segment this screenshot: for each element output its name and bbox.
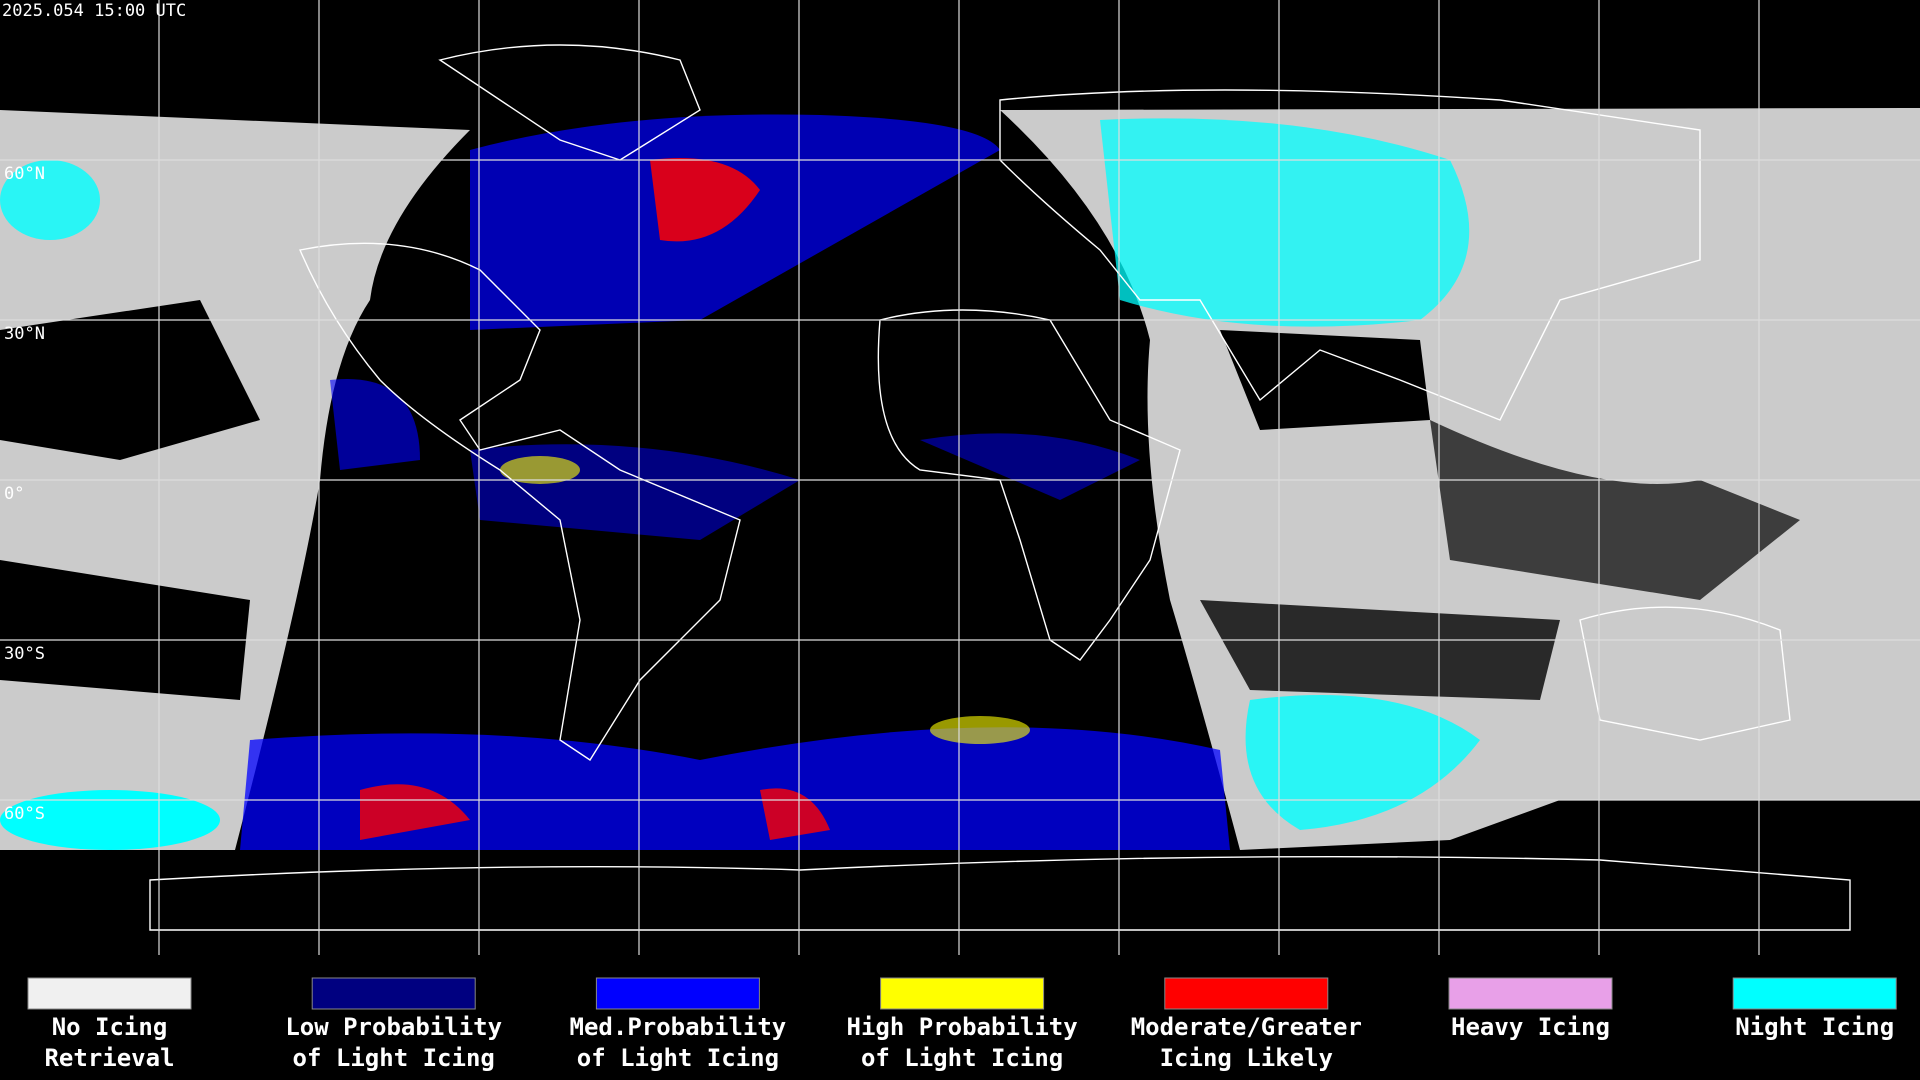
icing-region	[760, 788, 830, 840]
latitude-label: 0°	[4, 484, 24, 504]
legend-label: Moderate/Greater	[1131, 1013, 1362, 1041]
legend-swatch	[880, 977, 1045, 1010]
clear-region	[0, 560, 250, 700]
legend-swatch	[1732, 977, 1897, 1010]
clear-region	[1430, 420, 1800, 600]
satellite-imagery	[0, 108, 1920, 850]
legend-label: of Light Icing	[861, 1044, 1063, 1072]
icing-region	[330, 379, 420, 470]
latitude-label: 30°S	[4, 644, 45, 664]
legend-label: Icing Likely	[1160, 1044, 1333, 1072]
legend-swatch	[595, 977, 760, 1010]
legend-swatch	[1448, 977, 1613, 1010]
legend-swatch	[1164, 977, 1329, 1010]
legend-label: Med.Probability	[570, 1013, 787, 1041]
latitude-labels: 60°N 30°N 0° 30°S 60°S	[4, 164, 45, 824]
latitude-label: 60°S	[4, 804, 45, 824]
timestamp: 2025.054 15:00 UTC	[2, 1, 186, 21]
icing-region	[470, 114, 1000, 330]
legend: No Icing Retrieval Low Probability of Light…	[27, 977, 1897, 1072]
clear-region	[1200, 600, 1560, 700]
legend-label: No Icing	[52, 1013, 168, 1041]
legend-label: Low Probability	[285, 1013, 502, 1041]
clear-region	[1220, 330, 1430, 430]
icing-region	[240, 727, 1230, 850]
clear-region	[0, 300, 260, 460]
graticule	[0, 0, 1920, 955]
legend-label: of Light Icing	[577, 1044, 779, 1072]
night-region	[1100, 118, 1470, 327]
latitude-label: 30°N	[4, 324, 45, 344]
icing-region	[930, 716, 1030, 744]
icing-region	[500, 456, 580, 484]
icing-region	[360, 784, 470, 840]
night-region	[1245, 695, 1480, 830]
night-region	[0, 160, 100, 240]
legend-label: Heavy Icing	[1451, 1013, 1610, 1041]
legend-label: of Light Icing	[293, 1044, 495, 1072]
legend-swatch	[27, 977, 192, 1010]
latitude-label: 60°N	[4, 164, 45, 184]
legend-swatch	[311, 977, 476, 1010]
legend-label: Night Icing	[1735, 1013, 1894, 1041]
icing-region	[920, 433, 1140, 500]
legend-label: High Probability	[847, 1013, 1078, 1041]
icing-region	[650, 158, 760, 242]
legend-label: Retrieval	[44, 1044, 174, 1072]
night-region	[0, 790, 220, 850]
